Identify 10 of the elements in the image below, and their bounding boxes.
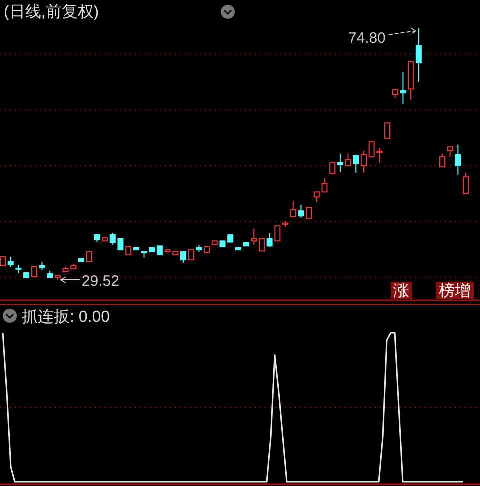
annotation: 74.80 [348,30,386,47]
chart-title: 抓连扳: 0.00 [22,308,110,326]
annotation: 29.52 [82,273,120,290]
candlestick [416,28,422,82]
candlestick [400,71,406,105]
candlestick [337,153,344,173]
text: 榜增 [439,282,471,300]
text: 涨 [394,282,410,300]
candlestick [455,144,462,176]
chart-title: (日线,前复权) [4,3,100,21]
